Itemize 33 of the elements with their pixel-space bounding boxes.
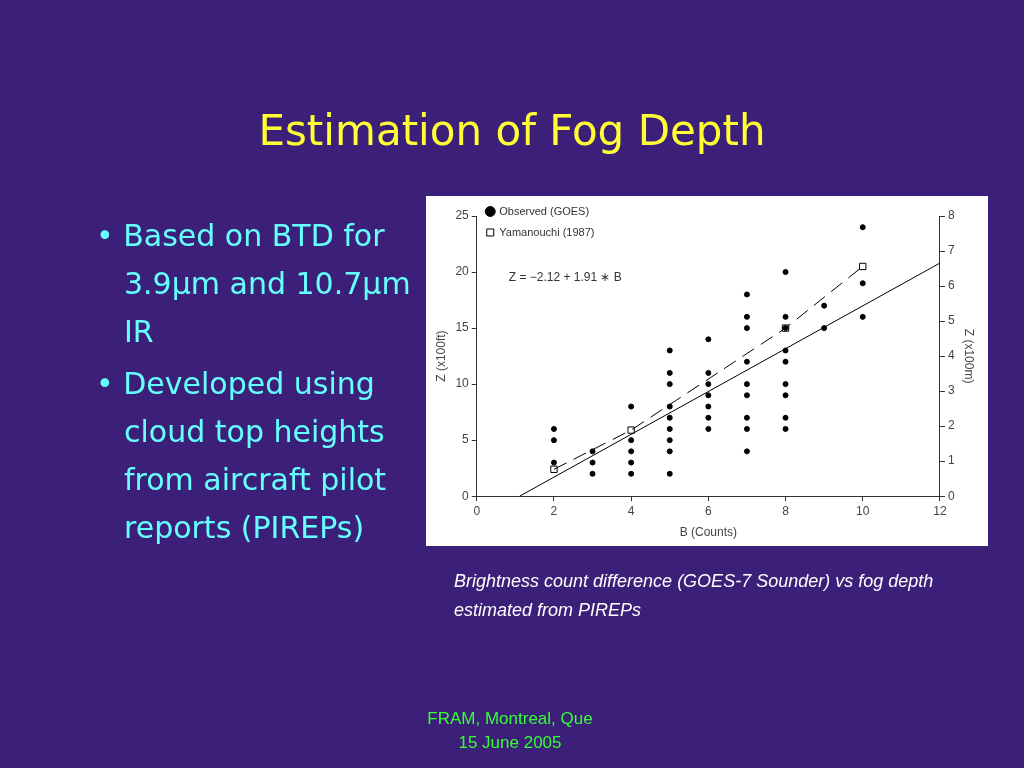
x-tick-label: 12 (933, 503, 947, 518)
y2-tick-label: 6 (947, 278, 955, 293)
y2-axis-title: Z (x100m) (962, 328, 977, 384)
x-tick-label: 4 (627, 503, 635, 518)
x-tick-label: 0 (473, 503, 481, 518)
text: • Developed using cloud top heights from aircraft pilot reports (PIREPs) (96, 365, 388, 547)
text: • Based on BTD for 3.9μm and 10.7μm IR (96, 217, 412, 351)
y2-tick-label: 2 (947, 418, 955, 433)
x-tick-label: 6 (704, 503, 712, 518)
y-tick-label: 15 (455, 320, 470, 335)
y2-tick-label: 3 (947, 383, 955, 398)
annotation: Z = −2.12 + 1.91 ∗ B (508, 270, 622, 285)
legend-label: Yamanouchi (1987) (499, 225, 595, 238)
y2-tick-label: 4 (947, 348, 955, 363)
y-axis-title: Z (x100ft) (433, 330, 448, 382)
text: Brightness count difference (GOES-7 Sounder) vs fog depth estimated from PIREPs (454, 570, 935, 622)
chart-title: Estimation of Fog Depth (257, 106, 767, 155)
y2-tick-label: 5 (947, 313, 955, 328)
x-axis-title: B (Counts) (679, 525, 738, 540)
text: FRAM, Montreal, Que 15 June 2005 (426, 708, 594, 754)
y-tick-label: 10 (455, 376, 470, 391)
y2-tick-label: 8 (947, 208, 955, 223)
y2-tick-label: 7 (947, 243, 955, 258)
x-tick-label: 2 (550, 503, 558, 518)
y2-tick-label: 0 (947, 488, 955, 503)
y-tick-label: 20 (455, 264, 470, 279)
y2-tick-label: 1 (947, 453, 955, 468)
x-tick-label: 10 (856, 503, 870, 518)
y-tick-label: 0 (462, 488, 470, 503)
y-tick-label: 5 (462, 432, 470, 447)
x-tick-label: 8 (782, 503, 790, 518)
legend-label: Observed (GOES) (499, 204, 590, 217)
y-tick-label: 25 (455, 208, 470, 223)
